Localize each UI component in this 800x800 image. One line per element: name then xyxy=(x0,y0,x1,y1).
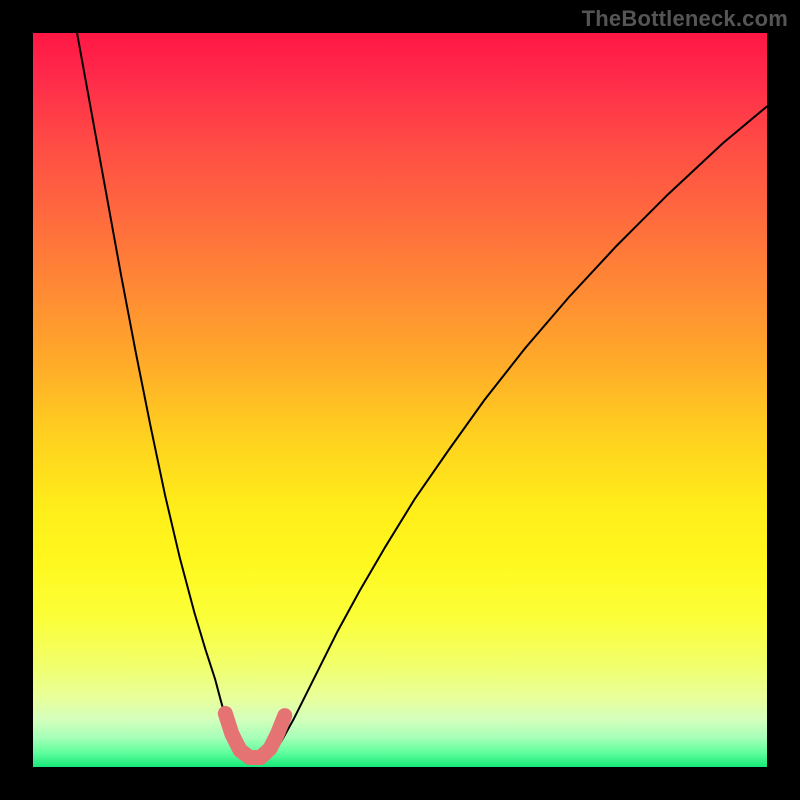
plot-background xyxy=(33,33,767,767)
chart-frame: TheBottleneck.com xyxy=(0,0,800,800)
plot-area xyxy=(33,33,767,767)
watermark-text: TheBottleneck.com xyxy=(582,6,788,32)
plot-svg xyxy=(33,33,767,767)
